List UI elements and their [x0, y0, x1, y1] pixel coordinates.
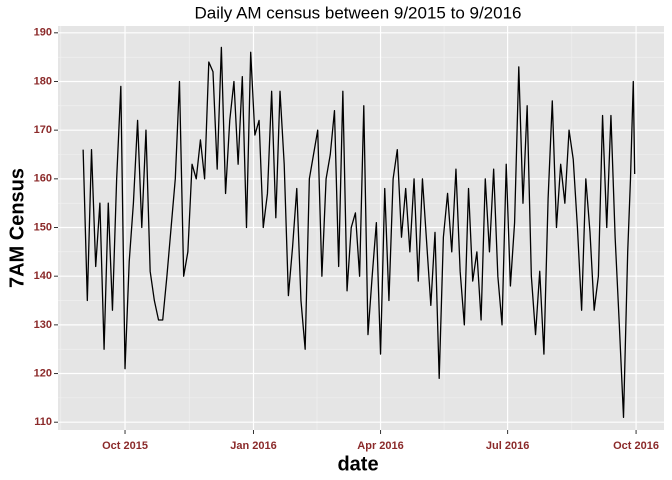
chart-title: Daily AM census between 9/2015 to 9/2016 [195, 3, 522, 22]
x-tick-label: Jan 2016 [230, 440, 276, 452]
x-tick-label: Apr 2016 [357, 440, 403, 452]
data-line [82, 46, 636, 418]
y-tick-label: 130 [34, 319, 52, 331]
x-tick-label: Oct 2016 [613, 440, 659, 452]
y-tick-label: 170 [34, 124, 52, 136]
x-tick-label: Jul 2016 [486, 440, 529, 452]
y-axis-title: 7AM Census [6, 168, 28, 288]
x-tick-label: Oct 2015 [102, 440, 148, 452]
y-tick-label: 190 [34, 27, 52, 39]
y-tick-label: 120 [34, 367, 52, 379]
y-tick-label: 150 [34, 221, 52, 233]
y-tick-label: 110 [34, 416, 52, 428]
y-tick-label: 160 [34, 173, 52, 185]
y-tick-label: 180 [34, 75, 52, 87]
y-tick-label: 140 [34, 270, 52, 282]
x-axis-title: date [337, 453, 378, 475]
